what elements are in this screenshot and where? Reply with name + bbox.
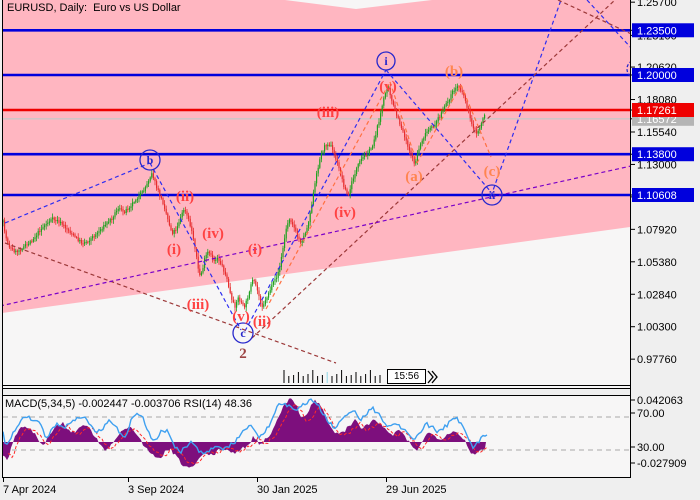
server-clock: 15:56 xyxy=(387,369,426,384)
wave-label: 2 xyxy=(239,346,247,362)
svg-text:c: c xyxy=(240,326,246,340)
forecast-zone-pink xyxy=(2,0,630,313)
svg-text:1.20000: 1.20000 xyxy=(637,70,677,82)
wave-circle-b: b xyxy=(139,149,161,171)
wave-label-(c): (c) xyxy=(484,164,501,180)
svg-text:1.13800: 1.13800 xyxy=(637,149,677,161)
wave-label-(i): (i) xyxy=(167,242,181,258)
rsi-line xyxy=(3,398,488,455)
blue-dashed-trendline[interactable] xyxy=(149,162,242,331)
wave-label: (v) xyxy=(232,309,250,325)
clock-chevron-icon xyxy=(427,370,434,384)
wave-label-(i): (i) xyxy=(248,242,262,258)
svg-text:b: b xyxy=(147,153,154,167)
price-level-label-1.20000[interactable]: 1.20000 xyxy=(630,68,695,82)
purple-dashed-trendline[interactable] xyxy=(0,164,640,306)
wave-label: (ii) xyxy=(176,189,194,205)
period-tick-row xyxy=(283,370,381,383)
date-axis-label[interactable]: 7 Apr 2024 xyxy=(3,484,56,496)
svg-text:1.17261: 1.17261 xyxy=(637,105,677,117)
svg-text:i: i xyxy=(384,54,388,68)
wave-label: (v) xyxy=(379,79,397,95)
price-level-label-1.10608[interactable]: 1.10608 xyxy=(630,188,695,202)
svg-text:ii: ii xyxy=(489,188,496,202)
candlestick-series xyxy=(3,83,486,312)
wave-label-(iii): (iii) xyxy=(187,297,210,313)
trend-lines-blue xyxy=(4,0,633,332)
wave-label: (iv) xyxy=(202,226,224,242)
macd-signal-line xyxy=(7,404,487,465)
svg-text:1.23500: 1.23500 xyxy=(637,25,677,37)
orange-dashed-trendline[interactable] xyxy=(265,81,391,310)
wave-label-(v): (v) xyxy=(379,79,397,95)
blue-dashed-trendline[interactable] xyxy=(586,0,633,50)
wave-label: (ii) xyxy=(253,314,271,330)
svg-text:1.10608: 1.10608 xyxy=(637,190,677,202)
indicator-readout: MACD(5,34,5) -0.002447 -0.003706 RSI(14)… xyxy=(5,398,253,410)
wave-label: (c) xyxy=(484,164,501,180)
price-level-label-1.23500[interactable]: 1.23500 xyxy=(630,23,695,38)
trend-lines-purple xyxy=(0,164,640,306)
price-axis-tick: 1.07920 xyxy=(637,224,677,236)
price-axis-tick: 1.15540 xyxy=(637,127,677,139)
wave-label: (i) xyxy=(248,242,262,258)
wave-label-(iv): (iv) xyxy=(334,205,356,221)
wave-circle-c: c xyxy=(232,322,254,344)
maroon-dashed-trendline[interactable] xyxy=(557,0,640,38)
clock-chevron-icon xyxy=(431,370,438,384)
blue-dashed-trendline[interactable] xyxy=(385,69,492,193)
orange-dashed-trendline[interactable] xyxy=(416,84,462,164)
wave-label-(a): (a) xyxy=(405,169,423,185)
zone-notch xyxy=(285,0,432,9)
orange-dashed-trendline[interactable] xyxy=(389,81,418,164)
wave-label: (a) xyxy=(405,169,423,185)
price-axis-tick: 0.97760 xyxy=(637,354,677,366)
wave-label-(v): (v) xyxy=(232,309,250,325)
price-axis-tick: 1.25700 xyxy=(637,0,677,9)
orange-dashed-trendline[interactable] xyxy=(460,84,492,158)
wave-label: (iii) xyxy=(317,105,340,121)
maroon-dashed-trendline[interactable] xyxy=(4,242,337,364)
wave-circle-i: i xyxy=(376,51,396,71)
wave-label: (iii) xyxy=(187,297,210,313)
maroon-dashed-trendline[interactable] xyxy=(251,0,616,339)
macd-axis-tick: 0.042063 xyxy=(637,395,683,407)
price-axis-tick: 1.05380 xyxy=(637,257,677,269)
trend-lines-orange xyxy=(265,81,492,310)
blue-dashed-trendline[interactable] xyxy=(4,162,151,224)
wave-circle-ii: ii xyxy=(481,184,503,206)
wave-label: (i) xyxy=(167,242,181,258)
macd-axis-tick: 30.00 xyxy=(637,442,665,454)
price-axis-tick: 1.13000 xyxy=(637,159,677,171)
macd-axis-tick: -0.027909 xyxy=(637,458,687,470)
wave-label-(iii): (iii) xyxy=(317,105,340,121)
macd-axis-tick: 70.00 xyxy=(637,408,665,420)
price-axis-tick: 1.02840 xyxy=(637,289,677,301)
trend-lines-maroon xyxy=(4,0,640,364)
date-axis-label[interactable]: 29 Jun 2025 xyxy=(386,484,447,496)
wave-label: (b) xyxy=(445,64,463,80)
blue-dashed-trendline[interactable] xyxy=(244,69,387,332)
macd-histogram xyxy=(3,398,488,468)
wave-label-2: 2 xyxy=(239,346,247,362)
price-axis-background xyxy=(631,0,700,500)
chart-title: EURUSD, Daily: Euro vs US Dollar xyxy=(7,2,181,14)
price-level-label-1.17261[interactable]: 1.17261 xyxy=(630,102,695,117)
date-axis-label[interactable]: 30 Jan 2025 xyxy=(257,484,318,496)
wave-label-(ii): (ii) xyxy=(176,189,194,205)
wave-label-(ii): (ii) xyxy=(253,314,271,330)
price-level-label-1.13800[interactable]: 1.13800 xyxy=(630,147,695,162)
wave-label: (iv) xyxy=(334,205,356,221)
wave-label-(b): (b) xyxy=(445,64,463,80)
date-axis-label[interactable]: 3 Sep 2024 xyxy=(128,484,184,496)
price-axis-tick: 1.00300 xyxy=(637,322,677,334)
wave-label-(iv): (iv) xyxy=(202,226,224,242)
